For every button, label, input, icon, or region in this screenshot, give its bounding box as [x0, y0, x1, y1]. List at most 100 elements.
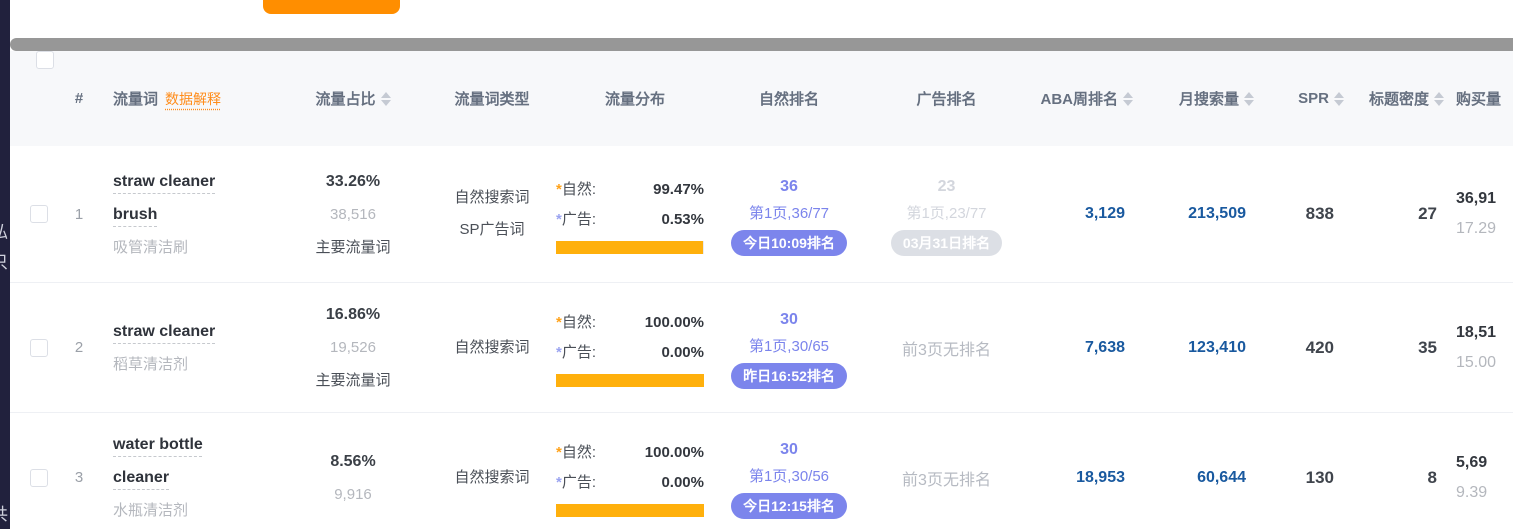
keyword-type-cell: 自然搜索词: [428, 413, 556, 529]
table-row: 3 water bottle cleaner 水瓶清洁剂 8.56% 9,916…: [10, 413, 1513, 529]
ad-distribution-label: *广告:: [556, 210, 597, 228]
ad-distribution-line: *广告: 0.53%: [556, 205, 704, 235]
spr-cell: 838: [1259, 146, 1344, 282]
keyword-type-label: 自然搜索词: [454, 189, 530, 206]
aba-rank-cell: 7,638: [1029, 283, 1141, 412]
row-index: 2: [74, 339, 84, 356]
natural-rank-cell: 30 第1页,30/56 今日12:15排名: [714, 413, 864, 529]
sort-caret-icon[interactable]: [380, 91, 391, 106]
natural-distribution-value: 100.00%: [644, 444, 704, 461]
header-keyword: 流量词 数据解释: [98, 51, 278, 146]
traffic-share-percent: 33.26%: [325, 172, 381, 190]
aba-rank-value: 18,953: [1076, 468, 1125, 486]
title-density-cell: 35: [1344, 283, 1444, 412]
traffic-share-percent: 8.56%: [330, 452, 376, 470]
natural-rank-time-badge: 今日12:15排名: [731, 493, 847, 519]
keyword-type-label: 自然搜索词: [454, 338, 530, 356]
sort-caret-icon[interactable]: [1123, 91, 1133, 106]
aba-rank-cell: 18,953: [1029, 413, 1141, 529]
monthly-search-cell: 60,644: [1141, 413, 1259, 529]
monthly-search-value: 123,410: [1188, 338, 1246, 356]
ad-rank-cell: 前3页无排名: [864, 283, 1029, 412]
header-select-all-cell: [10, 51, 60, 146]
natural-distribution-value: 100.00%: [644, 314, 704, 331]
natural-distribution-label: *自然:: [556, 180, 597, 198]
asterisk-icon: *: [556, 180, 562, 198]
aba-rank-value: 3,129: [1084, 205, 1125, 222]
keyword-translation: 水瓶清洁剂: [113, 502, 189, 519]
ad-rank-block: 23 第1页,23/77 03月31日排名: [890, 173, 1003, 256]
keyword-link[interactable]: straw cleaner: [113, 322, 216, 340]
keyword-type-label: 自然搜索词: [454, 468, 530, 486]
header-keyword-type: 流量词类型: [428, 51, 556, 146]
keyword-translation: 稻草清洁剂: [113, 355, 189, 373]
monthly-search-cell: 123,410: [1141, 283, 1259, 412]
row-checkbox[interactable]: [30, 205, 48, 223]
sort-caret-icon[interactable]: [1334, 91, 1344, 106]
ad-no-rank-text: 前3页无排名: [902, 341, 991, 359]
purchase-cell: 5,69 9.39: [1444, 413, 1513, 529]
header-distribution: 流量分布: [556, 51, 714, 146]
natural-distribution-value: 99.47%: [653, 180, 704, 198]
header-share[interactable]: 流量占比: [278, 51, 428, 146]
natural-rank-number: 30: [780, 441, 798, 458]
top-toolbar: [10, 0, 1513, 38]
distribution-bar: [556, 504, 704, 517]
header-spr[interactable]: SPR: [1259, 51, 1344, 146]
ad-distribution-value: 0.53%: [661, 210, 704, 228]
select-all-checkbox[interactable]: [36, 51, 54, 69]
table-row: 2 straw cleaner 稻草清洁剂 16.86% 19,526 主要流量…: [10, 283, 1513, 413]
natural-rank-page: 第1页,30/65: [748, 338, 830, 355]
title-density-cell: 8: [1344, 413, 1444, 529]
background-left-rail: 私 只 共: [0, 0, 10, 529]
natural-rank-block: 30 第1页,30/56 今日12:15排名: [731, 436, 847, 519]
keyword-link[interactable]: water bottle cleaner: [113, 436, 203, 486]
rail-text-fragment: 只: [0, 248, 8, 273]
data-explain-link[interactable]: 数据解释: [165, 90, 222, 107]
natural-rank-cell: 30 第1页,30/65 昨日16:52排名: [714, 283, 864, 412]
natural-distribution-label: *自然:: [556, 444, 597, 461]
row-checkbox[interactable]: [30, 468, 48, 487]
header-share-label: 流量占比: [315, 91, 376, 108]
ad-distribution-label: *广告:: [556, 344, 597, 361]
header-purchase: 购买量: [1444, 51, 1513, 146]
traffic-distribution-cell: *自然: 100.00% *广告: 0.00%: [556, 283, 714, 412]
asterisk-icon: *: [556, 210, 562, 228]
ad-distribution-line: *广告: 0.00%: [556, 468, 704, 498]
traffic-share-tag: 主要流量词: [315, 238, 391, 256]
traffic-share-count: 9,916: [334, 485, 372, 503]
purchase-value: 36,91: [1456, 190, 1497, 207]
row-checkbox[interactable]: [30, 338, 48, 357]
keyword-type-cell: 自然搜索词: [428, 283, 556, 412]
ad-no-rank-text: 前3页无排名: [902, 471, 991, 489]
header-aba-rank[interactable]: ABA周排名: [1029, 51, 1141, 146]
header-monthly-search[interactable]: 月搜索量: [1141, 51, 1259, 146]
ad-rank-cell: 前3页无排名: [864, 413, 1029, 529]
title-density-value: 27: [1418, 204, 1437, 223]
natural-rank-number: 30: [780, 311, 798, 328]
header-spr-label: SPR: [1298, 90, 1329, 107]
primary-action-button[interactable]: [263, 0, 400, 14]
purchase-rate-value: 15.00: [1456, 353, 1497, 371]
table-header: # 流量词 数据解释 流量占比 流量词类型 流量分布 自然排名 广告排名 ABA…: [10, 51, 1513, 147]
purchase-cell: 36,91 17.29: [1444, 146, 1513, 282]
traffic-share-tag: 主要流量词: [315, 372, 391, 389]
row-select-cell: [10, 413, 60, 529]
horizontal-scrollbar: [10, 38, 1513, 51]
sort-caret-icon[interactable]: [1434, 91, 1444, 106]
header-title-density-label: 标题密度: [1368, 91, 1429, 108]
asterisk-icon: *: [556, 474, 562, 491]
sort-caret-icon[interactable]: [1244, 91, 1254, 106]
keyword-cell: straw cleaner 稻草清洁剂: [98, 283, 278, 412]
header-index-label: #: [74, 90, 84, 107]
header-ad-rank: 广告排名: [864, 51, 1029, 146]
header-title-density[interactable]: 标题密度: [1344, 51, 1444, 146]
horizontal-scrollbar-thumb[interactable]: [10, 38, 1513, 51]
natural-rank-block: 30 第1页,30/65 昨日16:52排名: [731, 306, 847, 389]
table-row: 1 straw cleaner brush 吸管清洁刷 33.26% 38,51…: [10, 146, 1513, 283]
asterisk-icon: *: [556, 344, 562, 361]
row-index: 1: [74, 205, 84, 223]
title-density-value: 35: [1418, 337, 1437, 357]
keyword-link[interactable]: straw cleaner brush: [113, 172, 216, 223]
traffic-distribution-cell: *自然: 99.47% *广告: 0.53%: [556, 146, 714, 282]
